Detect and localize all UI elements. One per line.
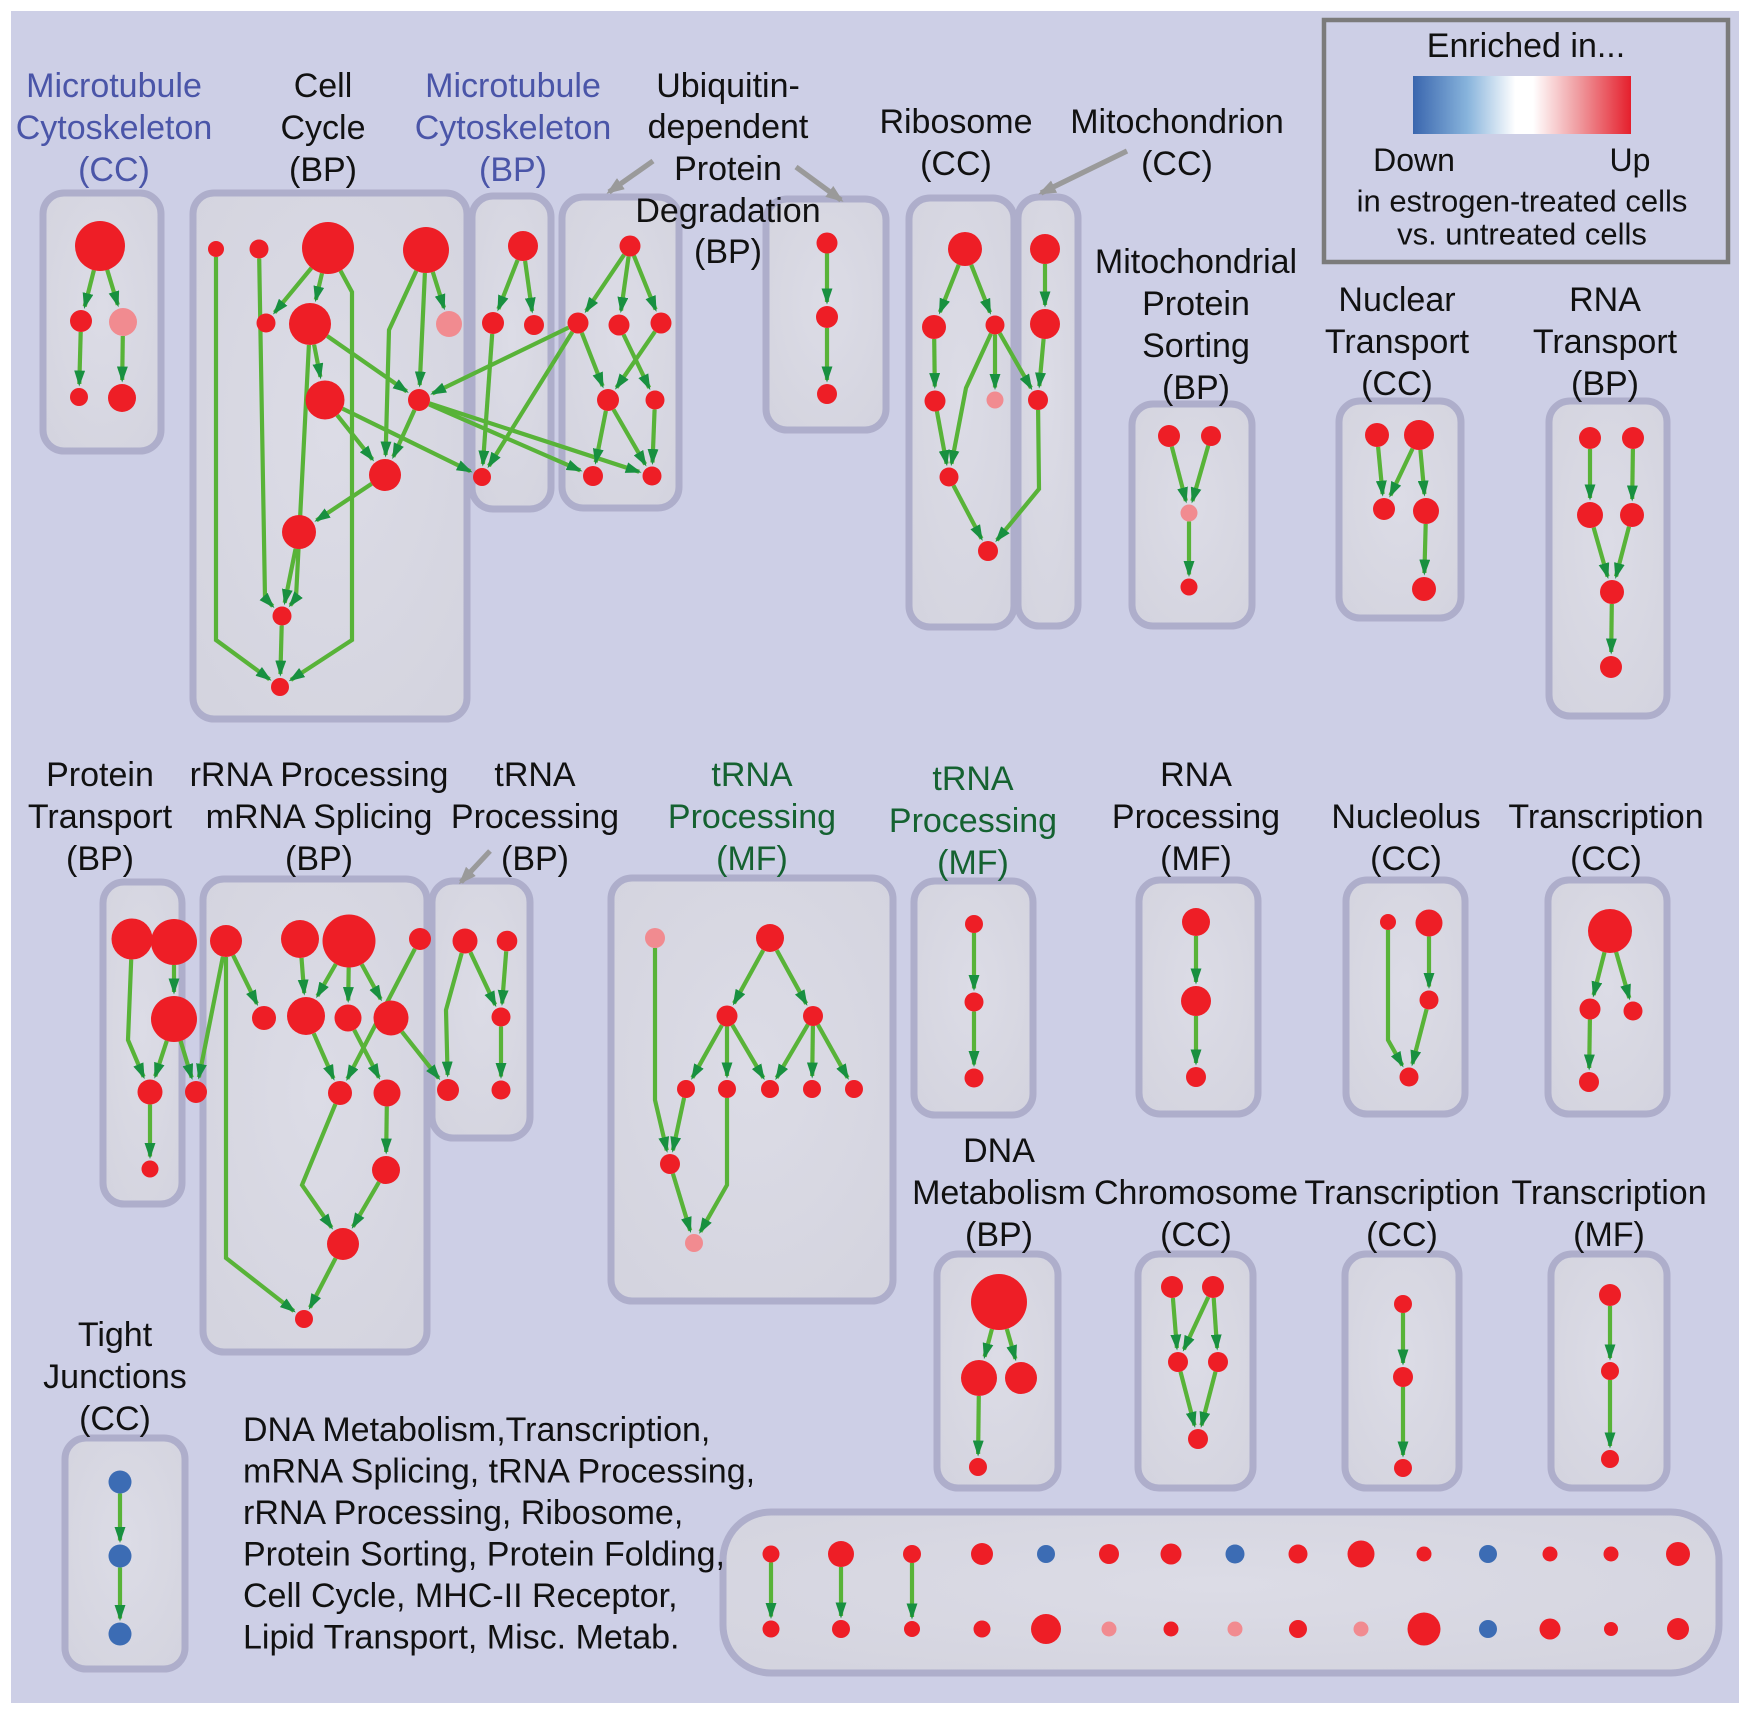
svg-text:Cytoskeleton: Cytoskeleton bbox=[16, 109, 213, 147]
svg-text:Metabolism: Metabolism bbox=[912, 1174, 1086, 1212]
svg-text:Protein: Protein bbox=[674, 150, 782, 188]
svg-text:Mitochondrion: Mitochondrion bbox=[1070, 103, 1284, 141]
svg-text:Microtubule: Microtubule bbox=[26, 67, 202, 105]
svg-text:(CC): (CC) bbox=[1141, 145, 1213, 183]
svg-text:(MF): (MF) bbox=[937, 844, 1009, 882]
svg-text:vs. untreated cells: vs. untreated cells bbox=[1397, 217, 1647, 252]
svg-text:Down: Down bbox=[1373, 142, 1455, 178]
svg-text:in estrogen-treated cells: in estrogen-treated cells bbox=[1357, 184, 1688, 219]
svg-text:(CC): (CC) bbox=[1361, 365, 1433, 403]
svg-text:(CC): (CC) bbox=[1570, 840, 1642, 878]
svg-text:Nuclear: Nuclear bbox=[1338, 281, 1455, 319]
svg-text:(MF): (MF) bbox=[716, 840, 788, 878]
svg-text:rRNA Processing: rRNA Processing bbox=[190, 756, 449, 794]
svg-text:Degradation: Degradation bbox=[635, 192, 820, 230]
svg-text:DNA: DNA bbox=[963, 1132, 1035, 1170]
svg-text:(BP): (BP) bbox=[501, 840, 569, 878]
svg-text:Processing: Processing bbox=[889, 802, 1057, 840]
svg-text:(CC): (CC) bbox=[920, 145, 992, 183]
svg-text:DNA Metabolism,Transcription,: DNA Metabolism,Transcription, bbox=[243, 1411, 710, 1449]
svg-text:Chromosome: Chromosome bbox=[1094, 1174, 1298, 1212]
svg-text:tRNA: tRNA bbox=[494, 756, 576, 794]
svg-text:(BP): (BP) bbox=[694, 233, 762, 271]
svg-text:(BP): (BP) bbox=[965, 1216, 1033, 1254]
svg-text:Protein: Protein bbox=[1142, 285, 1250, 323]
svg-text:Mitochondrial: Mitochondrial bbox=[1095, 243, 1297, 281]
svg-text:rRNA Processing, Ribosome,: rRNA Processing, Ribosome, bbox=[243, 1494, 683, 1532]
svg-text:(BP): (BP) bbox=[289, 151, 357, 189]
svg-text:Protein: Protein bbox=[46, 756, 154, 794]
svg-text:(CC): (CC) bbox=[78, 151, 150, 189]
svg-text:Up: Up bbox=[1610, 142, 1651, 178]
svg-text:Nucleolus: Nucleolus bbox=[1331, 798, 1480, 836]
svg-text:(MF): (MF) bbox=[1160, 840, 1232, 878]
svg-text:Sorting: Sorting bbox=[1142, 327, 1250, 365]
svg-text:Ubiquitin-: Ubiquitin- bbox=[656, 67, 800, 105]
svg-text:(CC): (CC) bbox=[79, 1400, 151, 1438]
svg-text:RNA: RNA bbox=[1569, 281, 1641, 319]
svg-text:Tight: Tight bbox=[78, 1316, 153, 1354]
svg-text:tRNA: tRNA bbox=[932, 760, 1014, 798]
svg-text:Protein Sorting, Protein Foldi: Protein Sorting, Protein Folding, bbox=[243, 1536, 725, 1574]
svg-text:RNA: RNA bbox=[1160, 756, 1232, 794]
svg-text:(BP): (BP) bbox=[1571, 365, 1639, 403]
svg-text:Processing: Processing bbox=[1112, 798, 1280, 836]
svg-text:(BP): (BP) bbox=[1162, 369, 1230, 407]
svg-text:Cell Cycle, MHC-II Receptor,: Cell Cycle, MHC-II Receptor, bbox=[243, 1577, 678, 1615]
svg-text:Transport: Transport bbox=[28, 798, 173, 836]
svg-text:Transport: Transport bbox=[1533, 323, 1678, 361]
svg-text:Cycle: Cycle bbox=[280, 109, 365, 147]
svg-text:(BP): (BP) bbox=[479, 151, 547, 189]
svg-text:(MF): (MF) bbox=[1573, 1216, 1645, 1254]
svg-text:dependent: dependent bbox=[648, 108, 809, 146]
svg-text:Ribosome: Ribosome bbox=[879, 103, 1032, 141]
svg-text:Cytoskeleton: Cytoskeleton bbox=[415, 109, 612, 147]
svg-text:mRNA Splicing, tRNA Processing: mRNA Splicing, tRNA Processing, bbox=[243, 1453, 755, 1491]
svg-text:Junctions: Junctions bbox=[43, 1358, 187, 1396]
svg-text:Transport: Transport bbox=[1325, 323, 1470, 361]
svg-text:Lipid Transport, Misc. Metab.: Lipid Transport, Misc. Metab. bbox=[243, 1619, 680, 1657]
svg-text:(BP): (BP) bbox=[285, 840, 353, 878]
svg-text:mRNA Splicing: mRNA Splicing bbox=[206, 798, 433, 836]
svg-text:Transcription: Transcription bbox=[1508, 798, 1703, 836]
svg-text:Transcription: Transcription bbox=[1304, 1174, 1499, 1212]
svg-text:Transcription: Transcription bbox=[1511, 1174, 1706, 1212]
svg-text:tRNA: tRNA bbox=[711, 756, 793, 794]
svg-text:(CC): (CC) bbox=[1370, 840, 1442, 878]
svg-text:Enriched in...: Enriched in... bbox=[1427, 27, 1625, 65]
svg-text:Cell: Cell bbox=[294, 67, 353, 105]
svg-text:(CC): (CC) bbox=[1366, 1216, 1438, 1254]
svg-text:Microtubule: Microtubule bbox=[425, 67, 601, 105]
svg-text:Processing: Processing bbox=[451, 798, 619, 836]
svg-text:Processing: Processing bbox=[668, 798, 836, 836]
svg-text:(CC): (CC) bbox=[1160, 1216, 1232, 1254]
svg-text:(BP): (BP) bbox=[66, 840, 134, 878]
